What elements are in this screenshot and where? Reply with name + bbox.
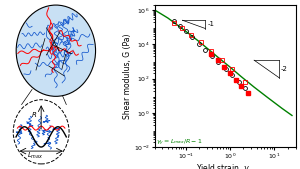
Text: $\gamma_y = L_{max}/R - 1$: $\gamma_y = L_{max}/R - 1$	[156, 138, 203, 148]
Text: $R$: $R$	[31, 110, 37, 119]
Text: $L_{max}$: $L_{max}$	[27, 151, 44, 161]
Text: -2: -2	[280, 66, 287, 72]
Circle shape	[16, 5, 96, 96]
Y-axis label: Shear modulus, G (Pa): Shear modulus, G (Pa)	[123, 33, 132, 119]
Circle shape	[13, 100, 69, 164]
Text: -1: -1	[208, 21, 215, 27]
X-axis label: Yield strain, $\gamma_y$: Yield strain, $\gamma_y$	[196, 163, 254, 169]
